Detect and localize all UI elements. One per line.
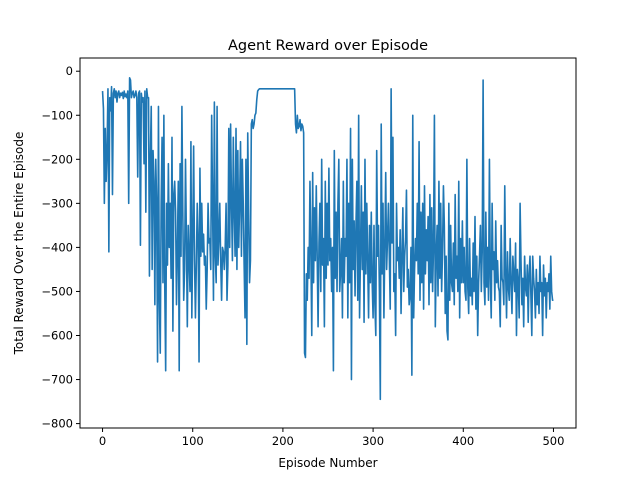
x-axis-ticks: 0 100 200 300 400 500 (99, 428, 564, 448)
x-tick-label: 300 (362, 434, 384, 448)
x-tick-label: 200 (272, 434, 294, 448)
y-tick-label: −300 (41, 196, 73, 210)
y-tick-label: −400 (41, 240, 73, 254)
chart-title: Agent Reward over Episode (228, 38, 428, 54)
y-tick-label: −800 (41, 417, 73, 431)
x-tick-label: 400 (452, 434, 474, 448)
x-tick-label: 0 (99, 434, 106, 448)
plot-frame (79, 57, 577, 429)
y-axis-ticks: 0 −100 −200 −300 −400 −500 −600 −700 −800 (41, 64, 80, 431)
y-tick-label: −200 (41, 152, 73, 166)
y-tick-label: −700 (41, 373, 73, 387)
series-line (101, 77, 554, 401)
x-tick-label: 100 (182, 434, 204, 448)
y-tick-label: −100 (41, 108, 73, 122)
y-tick-label: −600 (41, 329, 73, 343)
x-tick-label: 500 (542, 434, 564, 448)
x-axis-label: Episode Number (278, 456, 377, 470)
plot-area (101, 77, 554, 401)
y-tick-label: −500 (41, 284, 73, 298)
y-tick-label: 0 (66, 64, 73, 78)
y-axis-label: Total Reward Over the Entire Episode (12, 132, 26, 356)
